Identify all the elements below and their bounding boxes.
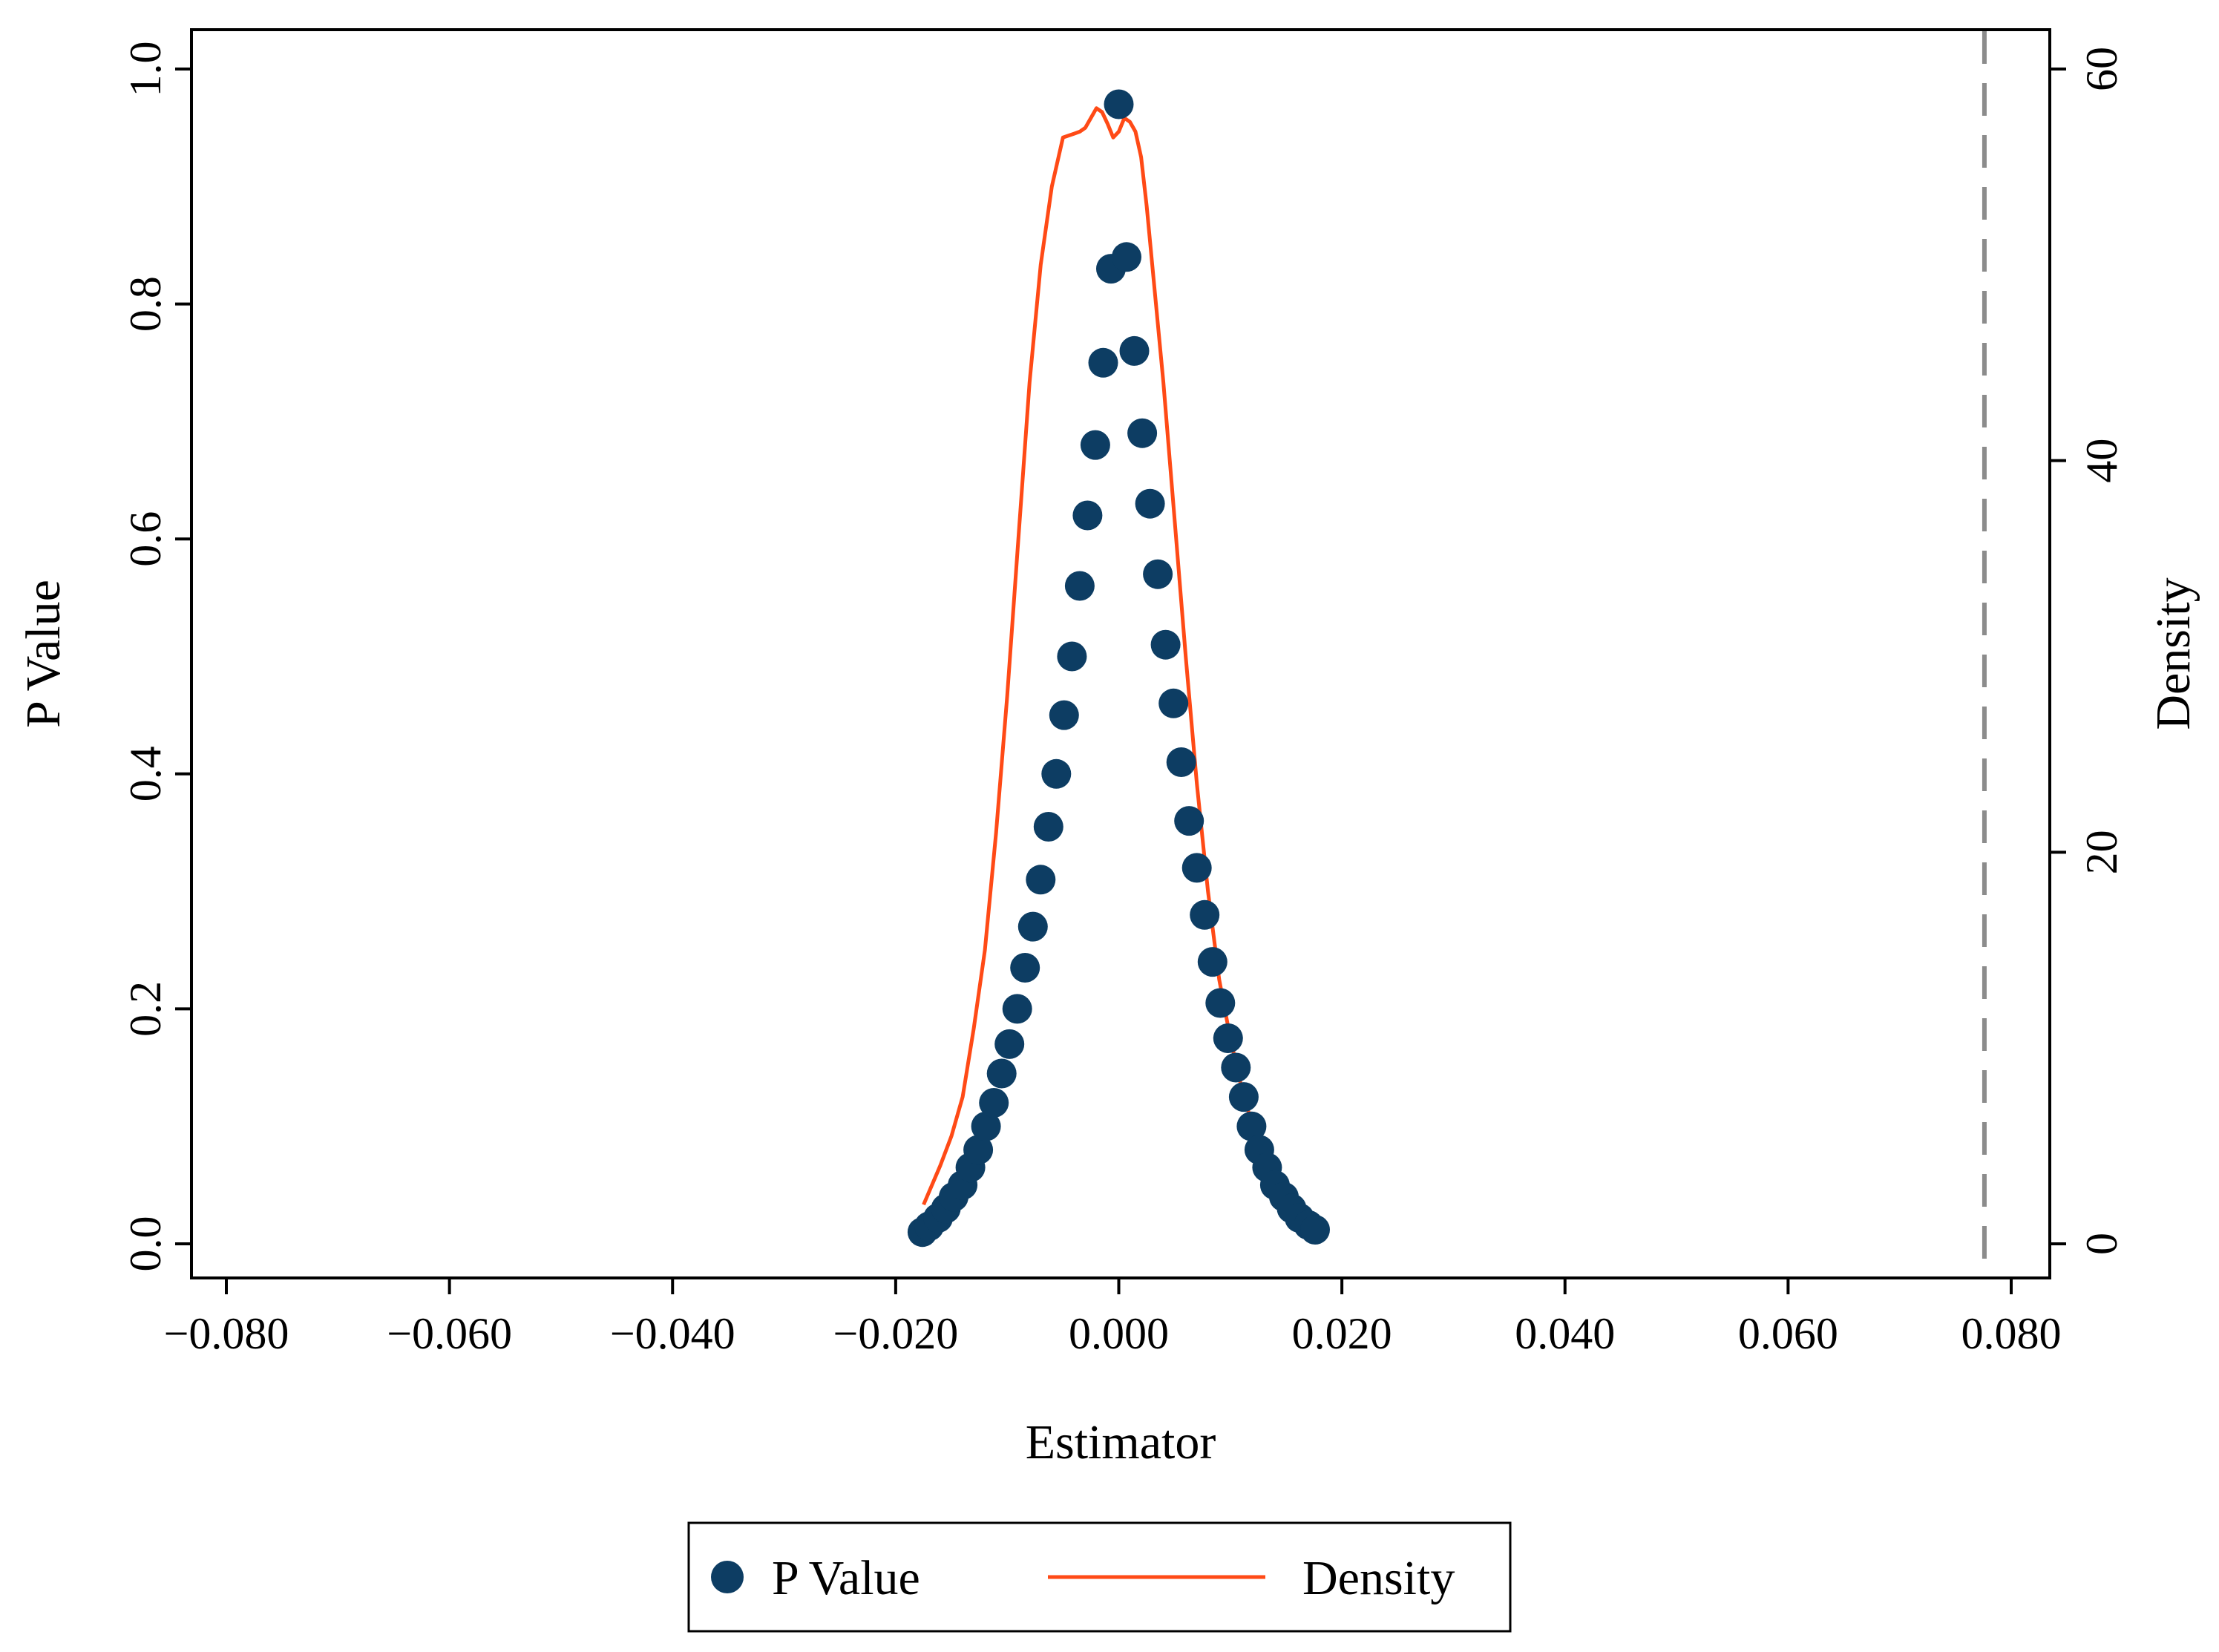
x-tick-label: 0.040	[1515, 1309, 1615, 1358]
p-value-point	[1112, 242, 1141, 272]
p-value-point	[1104, 89, 1134, 119]
p-value-point	[1197, 947, 1228, 977]
legend: P Value Density	[687, 1521, 1512, 1633]
y-left-tick-label: 0.8	[121, 276, 170, 332]
legend-label-density: Density	[1302, 1551, 1455, 1605]
p-value-point	[971, 1111, 1001, 1141]
x-tick-label: −0.020	[833, 1309, 958, 1358]
p-value-point	[1213, 1023, 1243, 1053]
x-axis-title: Estimator	[1026, 1415, 1216, 1469]
p-value-point	[1158, 688, 1189, 718]
y-right-tick-label: 60	[2077, 47, 2126, 91]
p-value-point	[986, 1058, 1017, 1089]
x-tick-label: −0.060	[387, 1309, 512, 1358]
p-value-point	[1166, 747, 1196, 777]
p-value-point	[994, 1029, 1025, 1059]
p-value-point	[1150, 629, 1181, 660]
y-right-tick-label: 20	[2077, 830, 2126, 874]
p-value-point	[1300, 1215, 1330, 1245]
p-value-point	[1041, 758, 1072, 789]
x-tick-label: 0.080	[1961, 1309, 2062, 1358]
p-value-point	[1072, 500, 1103, 531]
p-value-point	[1205, 988, 1236, 1018]
x-tick-label: −0.080	[164, 1309, 289, 1358]
x-tick-label: 0.000	[1069, 1309, 1169, 1358]
x-tick-label: 0.020	[1292, 1309, 1392, 1358]
x-tick-label: −0.040	[610, 1309, 735, 1358]
y-right-axis-title: Density	[2146, 577, 2200, 730]
plot-area-frame	[190, 28, 2051, 1279]
p-value-point	[1017, 911, 1048, 942]
p-value-point	[1049, 700, 1079, 730]
p-value-point	[1236, 1111, 1267, 1141]
y-right-tick-label: 0	[2077, 1233, 2126, 1255]
legend-marker-p-value	[711, 1561, 744, 1593]
p-value-point	[1002, 994, 1032, 1024]
p-value-point	[1228, 1082, 1259, 1112]
y-right-tick-label: 40	[2077, 439, 2126, 483]
p-value-point	[1057, 641, 1087, 672]
p-value-point	[1190, 899, 1220, 930]
p-value-point	[1088, 347, 1118, 378]
y-right-axis: 0 20 40 60	[2050, 47, 2126, 1255]
p-value-point	[1127, 418, 1158, 448]
x-tick-label: 0.060	[1738, 1309, 1838, 1358]
y-left-tick-label: 0.6	[121, 511, 170, 567]
p-value-point	[1080, 430, 1110, 460]
p-value-point	[1010, 953, 1040, 983]
p-value-point	[1119, 335, 1150, 366]
y-left-tick-label: 0.4	[121, 746, 170, 802]
y-left-tick-label: 0.0	[121, 1216, 170, 1272]
p-value-point	[1143, 559, 1173, 589]
y-left-tick-label: 1.0	[121, 42, 170, 97]
p-value-point	[1033, 812, 1063, 842]
y-left-axis: 0.0 0.2 0.4 0.6 0.8 1.0	[121, 42, 191, 1272]
x-axis: −0.080 −0.060 −0.040 −0.020 0.000 0.020 0.040 0…	[164, 1278, 2062, 1358]
p-value-series	[907, 89, 1330, 1248]
p-value-point	[979, 1088, 1009, 1118]
p-value-point	[1026, 865, 1056, 895]
p-value-point	[963, 1135, 994, 1165]
p-value-point	[1174, 806, 1204, 836]
y-left-tick-label: 0.2	[121, 981, 170, 1037]
p-value-point	[1181, 853, 1212, 883]
p-value-point	[1221, 1052, 1251, 1083]
p-value-point	[1135, 488, 1165, 519]
legend-label-p-value: P Value	[772, 1551, 920, 1605]
y-left-axis-title: P Value	[16, 580, 71, 728]
p-value-point	[1064, 571, 1095, 601]
